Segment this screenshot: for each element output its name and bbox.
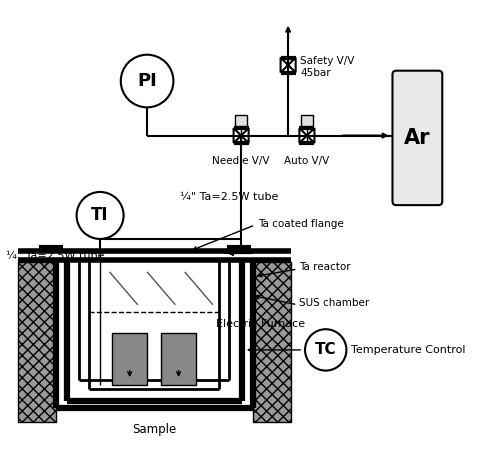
Text: Electric Furnace: Electric Furnace: [215, 318, 304, 329]
Text: TC: TC: [314, 342, 336, 357]
Text: Ar: Ar: [403, 128, 430, 148]
Bar: [161, 333, 196, 385]
Bar: [18, 262, 56, 422]
Text: Needle V/V: Needle V/V: [212, 156, 269, 166]
Text: PI: PI: [137, 72, 157, 90]
Text: ¼" Ta=2.5W tube: ¼" Ta=2.5W tube: [180, 192, 278, 202]
Bar: [235, 115, 246, 126]
Text: Safety V/V
45bar: Safety V/V 45bar: [300, 56, 354, 78]
Text: Ta reactor: Ta reactor: [299, 262, 350, 272]
Text: Temperature Control: Temperature Control: [350, 345, 465, 355]
Text: Sample: Sample: [132, 423, 176, 436]
Text: Ta coated flange: Ta coated flange: [257, 219, 343, 229]
Bar: [301, 115, 312, 126]
Text: SUS chamber: SUS chamber: [299, 298, 369, 308]
Text: Auto V/V: Auto V/V: [284, 156, 329, 166]
FancyBboxPatch shape: [392, 71, 441, 205]
Text: ¼" Ta=2.5W tube: ¼" Ta=2.5W tube: [6, 251, 104, 261]
Text: TI: TI: [91, 207, 108, 225]
Bar: [253, 262, 290, 422]
Bar: [112, 333, 147, 385]
